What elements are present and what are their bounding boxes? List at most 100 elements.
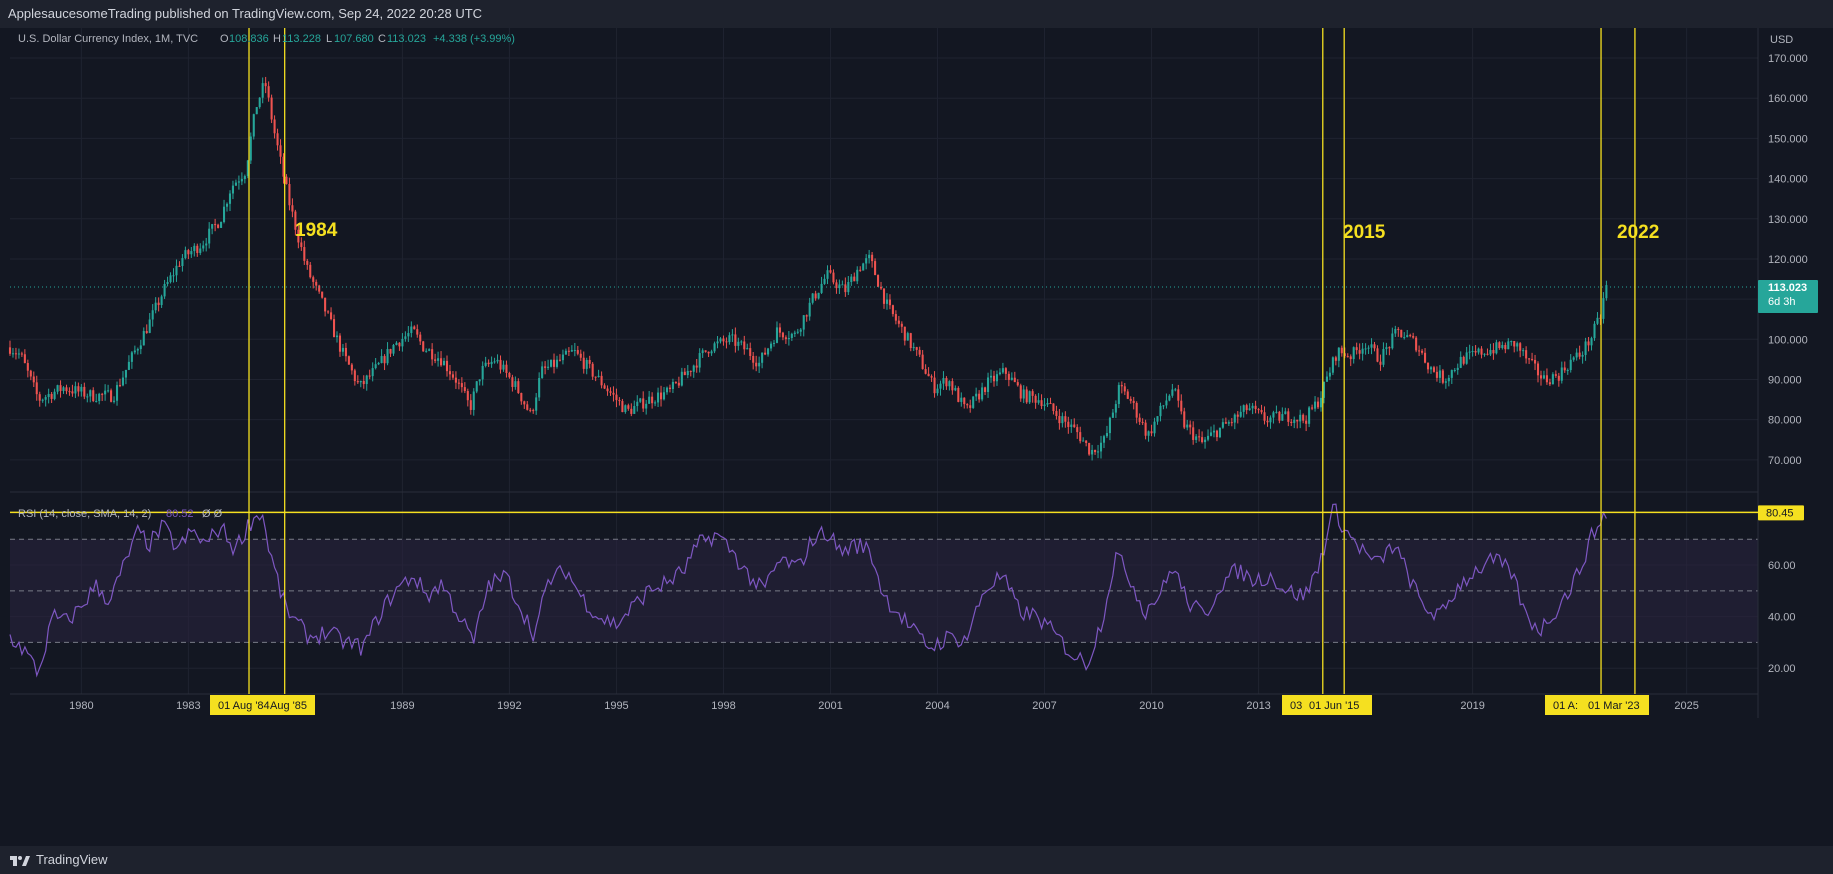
time-highlight-1984 <box>210 695 315 715</box>
candle-body <box>1560 367 1563 381</box>
candle-body <box>689 370 692 372</box>
candle-body <box>231 185 234 194</box>
candle-body <box>225 203 229 207</box>
candle-body <box>163 283 166 297</box>
price-tick-label: 150.000 <box>1768 133 1808 145</box>
annotation-2015: 2015 <box>1343 222 1386 243</box>
candle-body <box>214 224 217 226</box>
chart-area[interactable]: 1984 2015 2022 U.S. Dollar Currency Inde… <box>0 28 1833 846</box>
candle-body <box>642 398 645 409</box>
candle-body <box>1099 442 1103 452</box>
candle-body <box>772 342 776 344</box>
candle-body <box>490 361 493 365</box>
candle-body <box>1361 348 1364 354</box>
candle-body <box>1325 376 1328 382</box>
candle-body <box>1459 356 1462 368</box>
candle-body <box>1097 451 1100 453</box>
candle-body <box>1302 414 1305 421</box>
candle-body <box>359 380 362 383</box>
candle-body <box>793 332 796 334</box>
candle-body <box>184 250 187 259</box>
candle-body <box>115 385 119 401</box>
candle-body <box>636 401 639 407</box>
candle-body <box>440 358 443 366</box>
candle-body <box>743 341 746 350</box>
candle-body <box>621 401 624 413</box>
candle-body <box>1551 374 1554 385</box>
candle-body <box>1305 420 1308 424</box>
candle-body <box>1001 368 1004 373</box>
rsi-extra: Ø Ø <box>202 508 223 520</box>
time-highlights: 01 Aug '84 Aug '85 03 01 Jun '15 01 A: 0… <box>210 695 1649 715</box>
candle-body <box>193 245 196 252</box>
candle-body <box>1165 400 1168 406</box>
candle-body <box>181 258 184 267</box>
candle-body <box>327 311 330 313</box>
candle-body <box>725 341 728 343</box>
candle-body <box>1477 348 1480 353</box>
candle-body <box>1224 422 1227 424</box>
candle-body <box>1171 389 1174 396</box>
candle-body <box>273 119 276 134</box>
candle-body <box>1418 350 1421 352</box>
time-tick-label: 2004 <box>925 700 949 712</box>
rsi-tick-label: 40.00 <box>1768 612 1796 624</box>
candle-body <box>1040 400 1043 407</box>
candle-body <box>291 205 294 212</box>
candle-body <box>1132 400 1135 403</box>
price-tick-label: 160.000 <box>1768 93 1808 105</box>
candle-body <box>799 329 802 332</box>
candle-body <box>1135 402 1138 418</box>
candle-body <box>1251 405 1254 409</box>
candle-body <box>969 405 972 408</box>
candle-body <box>11 353 15 355</box>
candle-body <box>1278 411 1281 421</box>
candle-body <box>1480 348 1483 355</box>
candle-body <box>1334 357 1337 361</box>
candle-body <box>8 347 12 354</box>
candle-body <box>121 377 125 386</box>
brand-logo[interactable]: TradingView <box>10 846 108 874</box>
candle-body <box>1388 347 1391 349</box>
candle-body <box>1257 409 1260 411</box>
close-label: C <box>378 33 386 45</box>
candle-body <box>1593 323 1596 339</box>
candle-body <box>1180 400 1183 412</box>
candle-body <box>1504 344 1507 350</box>
candle-body <box>758 362 761 367</box>
candle-body <box>1162 405 1165 407</box>
candle-body <box>1052 403 1055 412</box>
candle-body <box>995 374 999 382</box>
candle-body <box>279 145 282 157</box>
candle-body <box>808 302 811 317</box>
rsi-levels <box>10 538 1758 643</box>
candle-body <box>1581 354 1584 357</box>
candle-body <box>1016 382 1019 386</box>
candle-body <box>1465 352 1468 364</box>
candle-body <box>35 382 38 395</box>
candle-body <box>246 160 249 177</box>
candle-body <box>957 387 960 402</box>
candle-body <box>17 353 20 355</box>
candle-body <box>1406 335 1409 338</box>
candle-body <box>1120 385 1123 387</box>
candle-body <box>1013 377 1016 383</box>
candle-body <box>374 364 377 369</box>
candle-body <box>778 327 781 333</box>
candle-body <box>752 355 755 363</box>
candle-body <box>561 354 564 361</box>
candle-body <box>1108 417 1111 434</box>
candle-body <box>814 293 817 299</box>
candle-body <box>900 323 903 327</box>
candle-body <box>796 331 799 333</box>
candle-body <box>1049 403 1052 405</box>
candle-body <box>95 400 98 402</box>
candle-body <box>529 409 532 411</box>
candle-body <box>136 349 139 351</box>
candle-body <box>1043 404 1046 407</box>
candle-body <box>1275 411 1278 413</box>
candle-body <box>918 349 921 355</box>
candle-body <box>142 331 145 346</box>
candle-body <box>1293 419 1296 423</box>
candle-body <box>1421 350 1424 353</box>
